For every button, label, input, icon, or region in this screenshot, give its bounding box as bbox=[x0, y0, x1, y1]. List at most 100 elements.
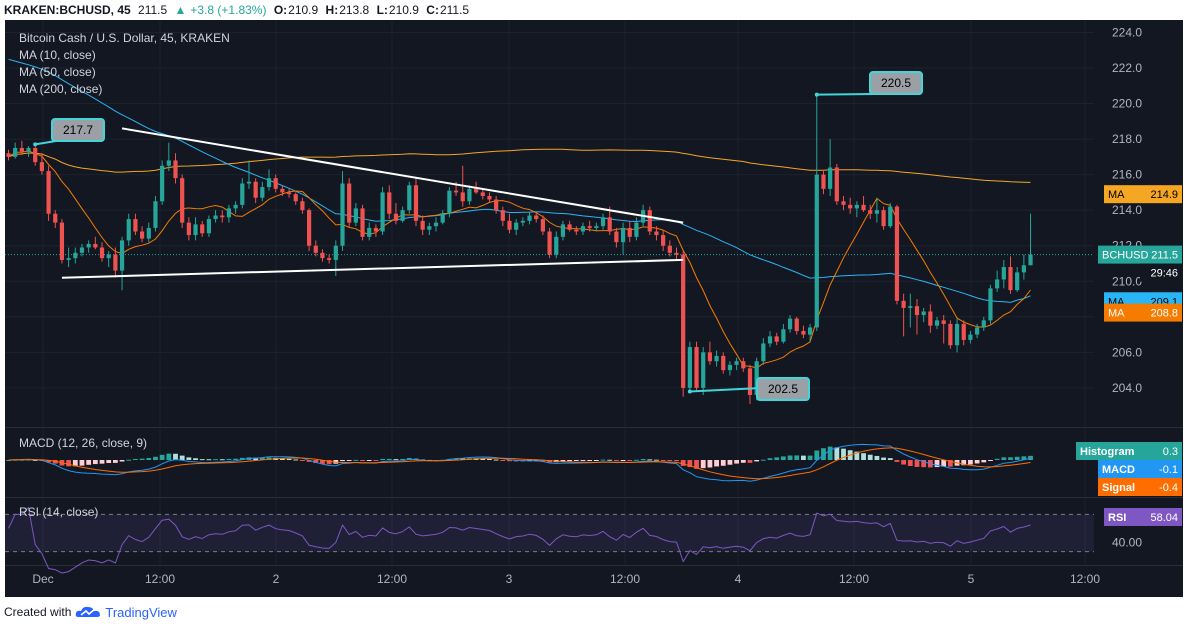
candle-up bbox=[1001, 259, 1006, 289]
candle-body bbox=[1008, 267, 1013, 291]
footer: Created with TradingView bbox=[4, 601, 177, 623]
candle-body bbox=[821, 174, 826, 189]
macd-histogram-bar bbox=[320, 460, 325, 464]
macd-histogram-bar bbox=[72, 460, 78, 467]
candle-up bbox=[888, 203, 893, 228]
macd-histogram-bar bbox=[300, 460, 305, 461]
candle-down bbox=[861, 195, 866, 212]
candle-body bbox=[654, 231, 659, 236]
candle-up bbox=[226, 204, 232, 223]
candle-down bbox=[300, 197, 305, 214]
chart-canvas[interactable]: 204.0206.0208.0210.0212.0214.0216.0218.0… bbox=[5, 20, 1183, 597]
legend-ma10[interactable]: MA (10, close) bbox=[19, 48, 96, 62]
candle-body bbox=[507, 220, 512, 230]
price-callout: 202.5 bbox=[687, 377, 810, 401]
candle-down bbox=[661, 229, 666, 252]
candle-down bbox=[280, 185, 285, 196]
macd-histogram-bar bbox=[714, 460, 719, 467]
symbol-name[interactable]: KRAKEN:BCHUSD, 45 bbox=[4, 3, 131, 17]
candle-up bbox=[119, 236, 125, 291]
candle-down bbox=[721, 352, 726, 374]
candle-up bbox=[1028, 213, 1033, 266]
candle-body bbox=[781, 329, 786, 342]
candle-up bbox=[26, 146, 31, 157]
macd-histogram-bar bbox=[453, 458, 459, 460]
macd-histogram-bar bbox=[640, 459, 646, 461]
macd-histogram-bar bbox=[994, 458, 1000, 460]
price-callouts[interactable]: 217.7 220.5 202.5 bbox=[33, 71, 923, 401]
candle-body bbox=[433, 222, 439, 227]
macd-histogram-bar bbox=[386, 458, 392, 460]
candle-up bbox=[367, 222, 372, 241]
macd-histogram-bar bbox=[801, 455, 806, 460]
axis-price-label-box bbox=[1104, 303, 1182, 322]
candle-down bbox=[186, 217, 191, 241]
macd-legend[interactable]: MACD (12, 26, close, 9) bbox=[19, 436, 148, 450]
candle-up bbox=[266, 169, 272, 191]
candle-body bbox=[567, 224, 572, 230]
candle-body bbox=[981, 320, 986, 328]
candle-down bbox=[413, 178, 419, 227]
axis-price-label-value: 208.8 bbox=[1150, 308, 1178, 320]
macd-axis-label: Histogram 0.3 bbox=[1076, 442, 1182, 460]
time-axis[interactable]: Dec 12:00 2 12:00 3 12:00 4 12:00 5 12:00 bbox=[32, 572, 1100, 586]
candle-up bbox=[995, 270, 1000, 292]
candle-body bbox=[393, 213, 399, 221]
legend-ma50[interactable]: MA (50, close) bbox=[19, 65, 96, 79]
macd-histogram-bar bbox=[573, 460, 579, 461]
candle-body bbox=[233, 204, 238, 209]
candle-down bbox=[387, 185, 392, 220]
candle-body bbox=[834, 167, 839, 202]
candle-body bbox=[674, 252, 679, 255]
candle-body bbox=[160, 165, 165, 202]
candle-up bbox=[727, 361, 733, 376]
tradingview-brand[interactable]: TradingView bbox=[105, 604, 177, 620]
candle-body bbox=[854, 204, 859, 209]
candle-up bbox=[527, 211, 532, 225]
rsi-legend[interactable]: RSI (14, close) bbox=[19, 505, 99, 519]
candle-body bbox=[687, 347, 692, 388]
time-tick-label: 5 bbox=[968, 572, 975, 586]
macd-histogram-bar bbox=[500, 460, 506, 461]
candle-up bbox=[79, 243, 85, 257]
macd-histogram-bar bbox=[179, 455, 185, 460]
macd-histogram-bar bbox=[79, 460, 85, 466]
chart-frame[interactable]: 204.0206.0208.0210.0212.0214.0216.0218.0… bbox=[5, 20, 1183, 597]
macd-histogram-bar bbox=[206, 459, 212, 461]
callout-label: 202.5 bbox=[768, 382, 798, 396]
legend-ma200[interactable]: MA (200, close) bbox=[19, 82, 103, 96]
macd-histogram-bar bbox=[894, 460, 900, 462]
candle-body bbox=[180, 178, 185, 223]
macd-histogram-bar bbox=[807, 455, 813, 460]
macd-histogram-bar bbox=[239, 457, 245, 460]
macd-histogram-bar bbox=[366, 460, 372, 461]
candle-body bbox=[280, 188, 285, 193]
chart-title[interactable]: Bitcoin Cash / U.S. Dollar, 45, KRAKEN bbox=[19, 31, 230, 45]
candle-body bbox=[427, 226, 432, 230]
macd-histogram-bar bbox=[821, 448, 826, 460]
macd-histogram-bar bbox=[647, 459, 653, 461]
candle-down bbox=[821, 171, 826, 195]
rsi-axis-label: RSI 58.04 bbox=[1104, 508, 1182, 526]
candle-down bbox=[534, 211, 539, 223]
candle-up bbox=[353, 203, 358, 227]
candle-body bbox=[66, 258, 71, 260]
candle-body bbox=[527, 215, 532, 221]
candle-up bbox=[407, 181, 412, 214]
candle-body bbox=[93, 243, 98, 248]
candle-body bbox=[901, 300, 906, 308]
candle-body bbox=[260, 187, 265, 198]
candle-body bbox=[547, 231, 552, 255]
candle-body bbox=[721, 355, 726, 371]
candle-up bbox=[934, 316, 940, 330]
price-callout: 220.5 bbox=[814, 71, 923, 97]
macd-line bbox=[8, 443, 1031, 482]
candle-down bbox=[173, 153, 178, 184]
macd-histogram-bar bbox=[887, 458, 893, 460]
macd-histogram-bar bbox=[861, 453, 866, 460]
candle-body bbox=[33, 147, 38, 163]
trendlines[interactable] bbox=[61, 127, 684, 279]
macd-histogram-bar bbox=[400, 458, 406, 460]
macd-histogram-bar bbox=[627, 460, 633, 461]
